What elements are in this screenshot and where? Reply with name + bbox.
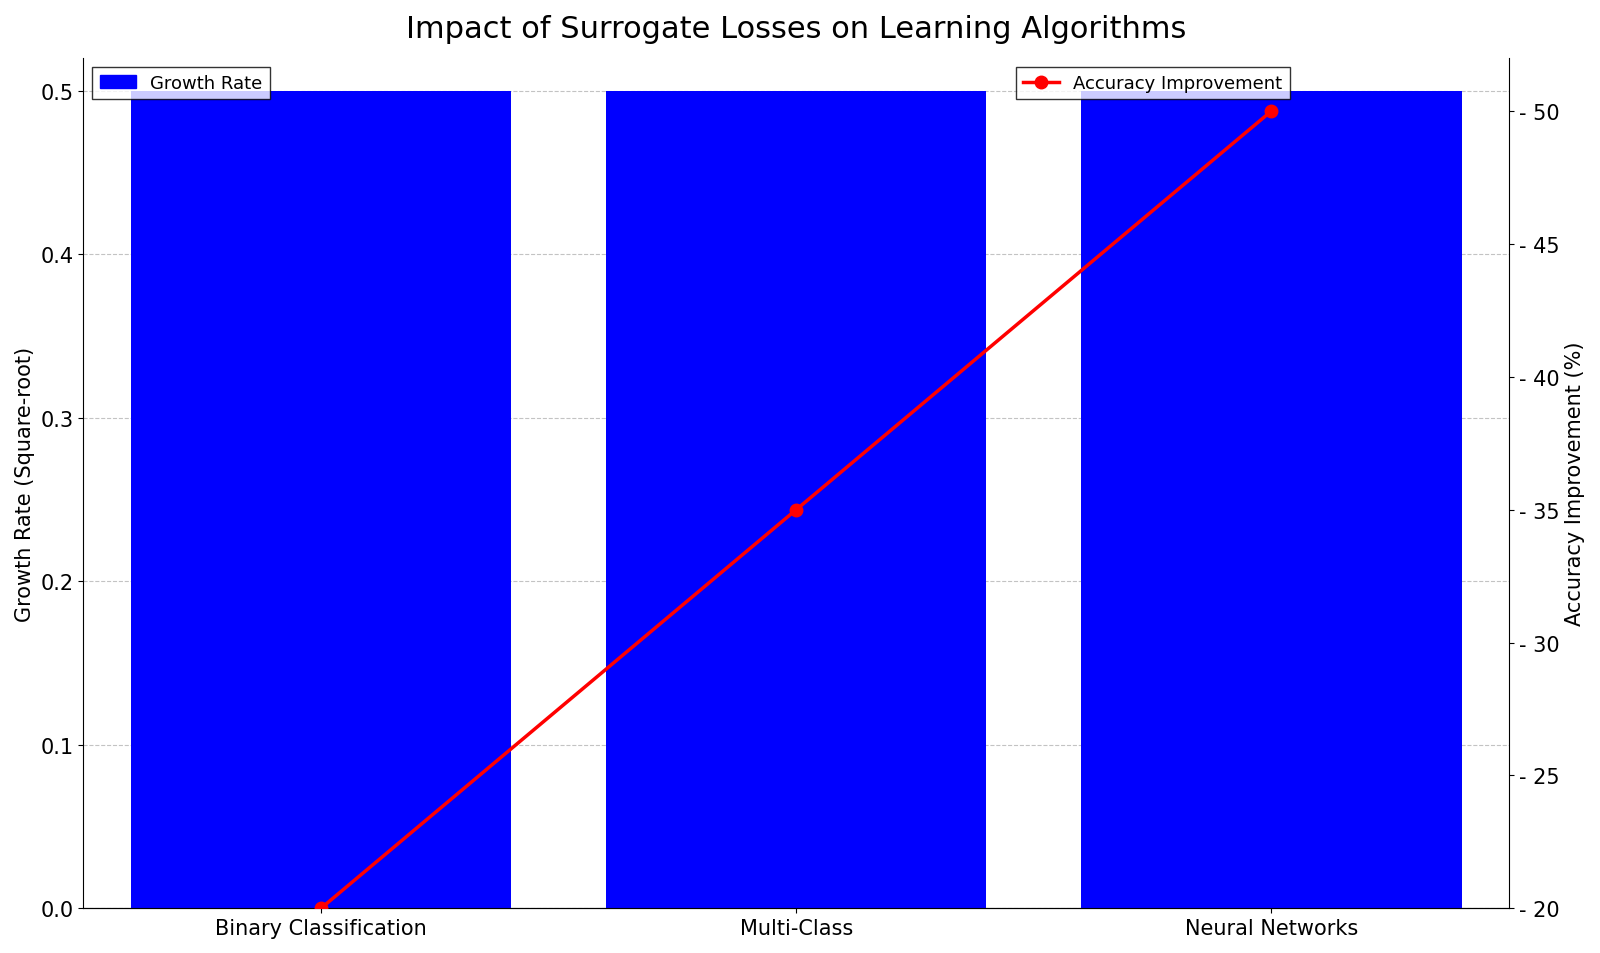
Bar xyxy=(1082,91,1461,908)
Bar xyxy=(606,91,986,908)
Title: Impact of Surrogate Losses on Learning Algorithms: Impact of Surrogate Losses on Learning A… xyxy=(406,15,1187,44)
Y-axis label: Growth Rate (Square-root): Growth Rate (Square-root) xyxy=(14,346,35,621)
Legend: Accuracy Improvement: Accuracy Improvement xyxy=(1016,68,1290,100)
Y-axis label: Accuracy Improvement (%): Accuracy Improvement (%) xyxy=(1565,341,1586,626)
Legend: Growth Rate: Growth Rate xyxy=(93,68,270,100)
Bar xyxy=(131,91,510,908)
